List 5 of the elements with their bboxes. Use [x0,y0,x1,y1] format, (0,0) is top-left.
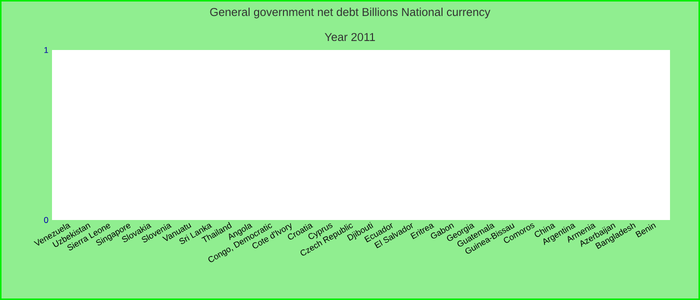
chart-title: General government net debt Billions National currency [210,8,490,18]
x-tick-label: Benin [635,224,656,238]
chart-subtitle: Year 2011 [324,32,375,42]
y-tick-label: 0 [44,217,48,223]
y-tick-label: 1 [44,47,48,53]
